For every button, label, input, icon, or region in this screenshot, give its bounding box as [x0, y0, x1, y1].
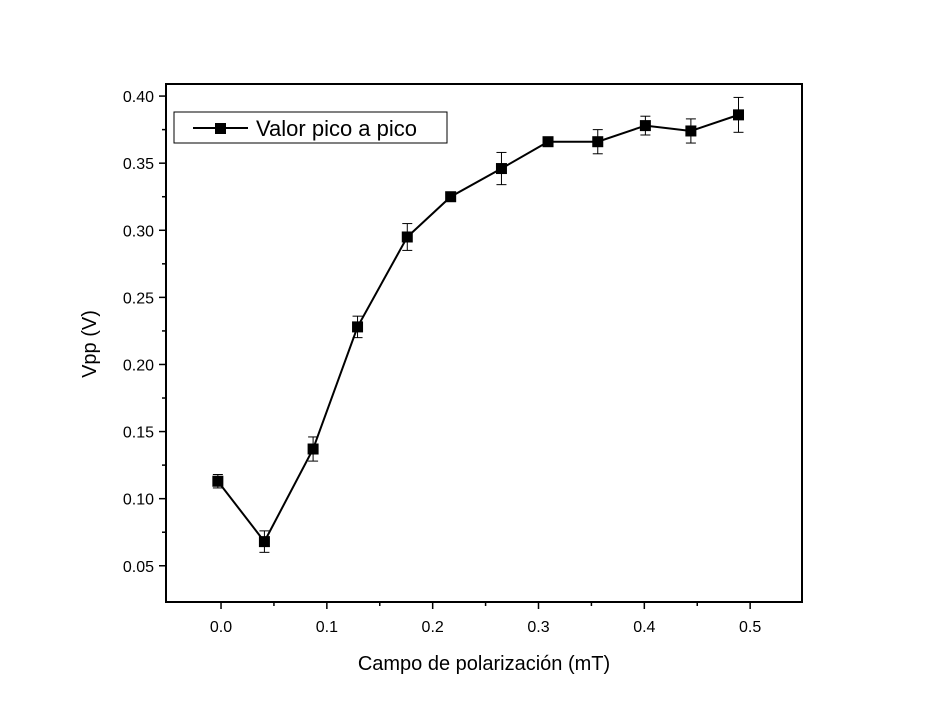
legend-square-marker-icon — [215, 123, 226, 134]
data-point-square-marker-icon — [212, 475, 224, 487]
x-tick-label: 0.1 — [316, 619, 338, 636]
data-point-square-marker-icon — [352, 321, 364, 333]
data-point-square-marker-icon — [258, 536, 270, 548]
series-line — [217, 113, 739, 544]
x-tick-label: 0.2 — [422, 619, 444, 636]
x-axis-title: Campo de polarización (mT) — [358, 653, 610, 675]
y-tick-label: 0.10 — [123, 492, 154, 509]
legend: Valor pico a pico — [173, 111, 448, 144]
data-point-square-marker-icon — [733, 109, 745, 121]
y-tick-label: 0.05 — [123, 559, 154, 576]
data-point-square-marker-icon — [495, 163, 507, 175]
data-point-square-marker-icon — [685, 125, 697, 137]
y-tick-label: 0.25 — [123, 290, 154, 307]
data-point-square-marker-icon — [542, 136, 554, 148]
data-point-square-marker-icon — [639, 120, 651, 132]
data-point-square-marker-icon — [592, 136, 604, 148]
data-series — [212, 96, 745, 553]
x-tick-label: 0.0 — [210, 619, 232, 636]
x-tick-label: 0.3 — [527, 619, 549, 636]
y-axis-title: Vpp (V) — [79, 310, 101, 378]
plot-area — [165, 83, 803, 603]
y-tick-label: 0.40 — [123, 89, 154, 106]
legend-label: Valor pico a pico — [256, 116, 417, 141]
y-tick-label: 0.20 — [123, 357, 154, 374]
y-axis: 0.05 0.10 0.15 0.20 0.25 0.30 0.35 0.40 — [123, 89, 166, 576]
data-point-square-marker-icon — [445, 191, 457, 203]
data-point-square-marker-icon — [401, 231, 413, 243]
plot-frame — [165, 83, 803, 603]
y-tick-label: 0.30 — [123, 223, 154, 240]
y-tick-label: 0.15 — [123, 425, 154, 442]
x-tick-label: 0.5 — [739, 619, 761, 636]
x-axis: 0.0 0.1 0.2 0.3 0.4 0.5 — [210, 602, 761, 636]
y-tick-label: 0.35 — [123, 156, 154, 173]
x-tick-label: 0.4 — [633, 619, 655, 636]
data-point-square-marker-icon — [307, 443, 319, 455]
